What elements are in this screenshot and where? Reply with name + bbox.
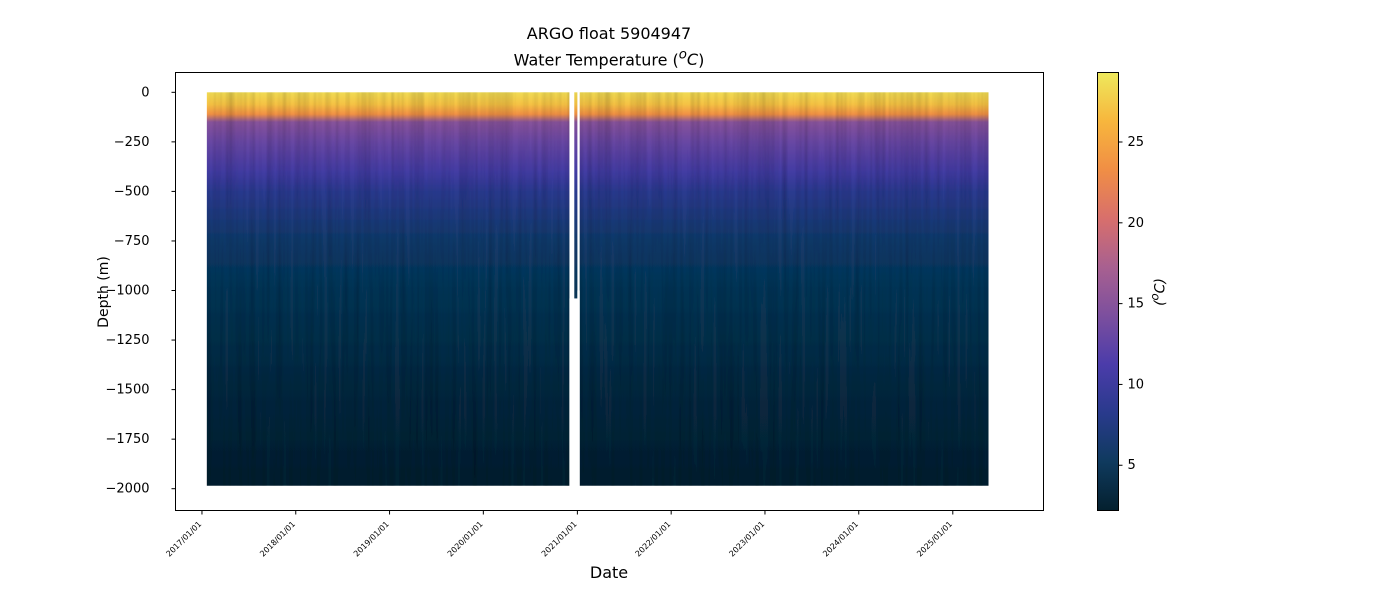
subtitle-unit: C bbox=[686, 50, 699, 70]
x-tick-label: 2021/01/01 bbox=[540, 520, 579, 559]
heatmap-section-2 bbox=[574, 92, 578, 299]
colorbar-tick-label: 10 bbox=[1128, 377, 1145, 392]
y-tick-label: −500 bbox=[114, 184, 150, 199]
x-tick-label: 2020/01/01 bbox=[446, 520, 485, 559]
x-tick-label: 2017/01/01 bbox=[164, 520, 203, 559]
x-tick-label: 2024/01/01 bbox=[821, 520, 860, 559]
cblabel-unit: C bbox=[1152, 283, 1169, 294]
x-tick-label: 2022/01/01 bbox=[634, 520, 673, 559]
y-tick-label: −750 bbox=[114, 234, 150, 249]
colorbar-tick-label: 25 bbox=[1128, 135, 1145, 150]
cblabel-open: ( bbox=[1152, 300, 1169, 306]
x-tick-label: 2019/01/01 bbox=[352, 520, 391, 559]
colorbar-tick-label: 20 bbox=[1128, 216, 1145, 231]
colorbar-tick-label: 5 bbox=[1128, 458, 1136, 473]
data-gap-1 bbox=[569, 298, 575, 494]
cblabel-sup: o bbox=[1147, 293, 1162, 301]
y-tick-label: −1250 bbox=[106, 333, 150, 348]
x-tick-label: 2025/01/01 bbox=[915, 520, 954, 559]
plot-frame bbox=[175, 72, 1044, 511]
x-axis-label: Date bbox=[589, 563, 629, 582]
subtitle-close: ) bbox=[698, 50, 705, 70]
y-axis-label: Depth (m) bbox=[96, 256, 112, 328]
colorbar-bar bbox=[1097, 72, 1119, 511]
colorbar: 5 10 15 20 25 bbox=[1097, 72, 1145, 511]
heatmap-section-3 bbox=[579, 92, 989, 486]
x-tick-label: 2018/01/01 bbox=[258, 520, 297, 559]
data-gap-2 bbox=[577, 290, 580, 494]
cblabel-close: ) bbox=[1152, 278, 1169, 284]
y-tick-label: −1500 bbox=[106, 383, 150, 398]
y-tick-label: 0 bbox=[141, 85, 149, 100]
y-tick-label: −1000 bbox=[106, 284, 150, 299]
heatmap-area bbox=[206, 92, 989, 494]
colorbar-label: (oC) bbox=[1148, 278, 1169, 306]
y-tick-label: −1750 bbox=[106, 432, 150, 447]
heatmap-section-1 bbox=[206, 92, 570, 486]
chart-title: ARGO float 5904947 bbox=[526, 24, 692, 43]
y-tick-label: −2000 bbox=[106, 482, 150, 497]
chart-subtitle: Water Temperature (oC) bbox=[0, 48, 1218, 69]
subtitle-sup: o bbox=[678, 48, 687, 63]
y-tick-label: −250 bbox=[114, 135, 150, 150]
x-tick-label: 2023/01/01 bbox=[727, 520, 766, 559]
colorbar-tick-label: 15 bbox=[1128, 297, 1145, 312]
subtitle-text: Water Temperature ( bbox=[513, 50, 679, 70]
